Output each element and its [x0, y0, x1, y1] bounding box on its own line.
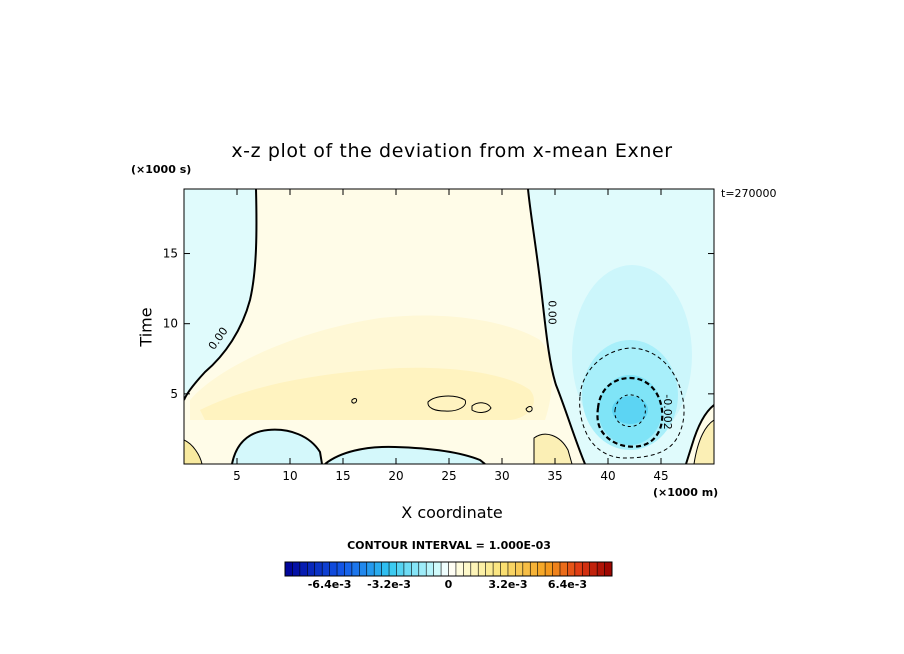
field-positive-bottom-mid [534, 434, 572, 464]
contour-label: -0.002 [661, 394, 674, 429]
x-tick-label: 30 [494, 469, 509, 483]
colorbar-swatch [597, 562, 605, 576]
colorbar-swatch [396, 562, 405, 576]
colorbar-swatch [582, 562, 591, 576]
colorbar-tick-label: 3.2e-3 [488, 578, 527, 591]
colorbar-swatch [426, 562, 434, 576]
x-tick-label: 20 [388, 469, 403, 483]
colorbar-swatch [604, 562, 613, 576]
colorbar-swatch [559, 562, 568, 576]
colorbar-swatch [299, 562, 308, 576]
thin-contour-island-2 [471, 402, 492, 413]
x-tick-label: 10 [282, 469, 297, 483]
colorbar-swatch [329, 562, 338, 576]
thin-contour-island-3 [351, 398, 358, 404]
x-axis-label: X coordinate [401, 503, 503, 522]
colorbar-swatch [493, 562, 501, 576]
colorbar-swatch [389, 562, 397, 576]
colorbar-swatch [344, 562, 353, 576]
y-tick-label: 15 [163, 247, 178, 261]
dashed-contour-bold [596, 376, 664, 448]
colorbar-swatch [433, 562, 442, 576]
x-tick-label: 15 [335, 469, 350, 483]
colorbar-swatch [545, 562, 553, 576]
colorbar: -6.4e-3 -3.2e-3 0 3.2e-3 6.4e-3 [284, 561, 613, 591]
colorbar-swatch [574, 562, 583, 576]
field-negative-lobe-bottom-left [232, 429, 322, 464]
colorbar-tick-label: -3.2e-3 [367, 578, 411, 591]
thin-contour-island-1 [427, 395, 467, 412]
colorbar-swatch [381, 562, 390, 576]
colorbar-swatch [463, 562, 472, 576]
x-tick-label: 40 [600, 469, 615, 483]
contour-label: 0.00 [546, 300, 559, 325]
field-negative-region-left [184, 189, 257, 400]
thin-contour-island-4 [525, 406, 533, 413]
field-positive-band-inner [200, 367, 534, 420]
colorbar-swatch [418, 562, 427, 576]
colorbar-swatch [500, 562, 509, 576]
colorbar-frame [284, 561, 613, 577]
colorbar-swatch [307, 562, 316, 576]
zero-contour-bottom-mid [324, 445, 486, 464]
x-tick-label: 5 [233, 469, 241, 483]
colorbar-swatch [314, 562, 323, 576]
thin-contour-bottom-right [693, 419, 714, 464]
colorbar-swatch [589, 562, 598, 576]
x-tick-label: 45 [653, 469, 668, 483]
colorbar-swatch [470, 562, 479, 576]
colorbar-swatch [337, 562, 345, 576]
zero-contour-left [184, 189, 258, 401]
colorbar-swatch [552, 562, 561, 576]
dashed-contour-outer [579, 347, 685, 459]
field-negative-cell-core [612, 396, 648, 424]
colorbar-swatch [455, 562, 464, 576]
zero-contour-bottom-left [231, 428, 323, 464]
field-positive-bottom-right [694, 420, 714, 464]
zero-contour-far-right [685, 404, 714, 464]
x-axis-unit: (×1000 m) [653, 486, 719, 499]
x-tick-label: 25 [441, 469, 456, 483]
colorbar-tick-label: -6.4e-3 [308, 578, 352, 591]
x-tick-label: 35 [547, 469, 562, 483]
colorbar-swatch [366, 562, 375, 576]
colorbar-swatch [485, 562, 494, 576]
colorbar-swatch [522, 562, 531, 576]
colorbar-swatch [322, 562, 330, 576]
field-positive-bottom-left [184, 440, 202, 464]
y-tick-label: 10 [163, 317, 178, 331]
colorbar-tick-label: 0 [445, 578, 453, 591]
y-axis-unit: (×1000 s) [131, 163, 192, 176]
colorbar-swatch [441, 562, 449, 576]
colorbar-swatch [530, 562, 538, 576]
thin-contour-bottom-mid [533, 433, 573, 464]
colorbar-swatch [411, 562, 420, 576]
contour-interval-text: CONTOUR INTERVAL = 1.000E-03 [347, 539, 551, 552]
colorbar-swatch [515, 562, 524, 576]
colorbar-tick-label: 6.4e-3 [548, 578, 587, 591]
colorbar-swatch [359, 562, 368, 576]
dashed-contour-inner [614, 394, 646, 427]
y-tick-label: 5 [170, 387, 178, 401]
thin-contour-bottom-left [184, 439, 203, 464]
colorbar-swatch [403, 562, 412, 576]
colorbar-swatch [478, 562, 486, 576]
colorbar-swatch [351, 562, 360, 576]
colorbar-swatch [374, 562, 382, 576]
colorbar-swatch [507, 562, 516, 576]
colorbar-swatch [285, 562, 293, 576]
zero-contour-right [527, 189, 586, 464]
colorbar-swatch [448, 562, 457, 576]
colorbar-swatch [567, 562, 576, 576]
colorbar-swatch [537, 562, 546, 576]
time-label: t=270000 [721, 187, 777, 200]
colorbar-swatch [292, 562, 301, 576]
axes: 5 10 15 20 25 30 35 40 45 5 10 15 [163, 189, 714, 483]
chart-title: x-z plot of the deviation from x-mean Ex… [231, 140, 673, 162]
